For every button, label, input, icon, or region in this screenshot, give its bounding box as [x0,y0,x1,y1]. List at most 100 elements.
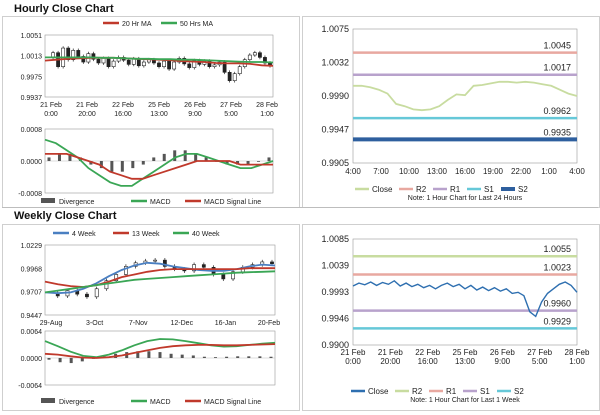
hourly-left-panel: 1.0051 1.0013 0.9975 0.9937 21 Feb 0:00 21 Feb… [2,16,300,208]
hourly-price-xtick-label: 5:00 [224,111,238,118]
hourly-macd-divergence-bar [152,157,156,161]
weekly-sr-xtick-label: 9:00 [495,357,511,366]
weekly-price-ytick-label: 0.9968 [21,266,43,273]
hourly-sr-xtick-label: 22:00 [511,167,532,176]
hourly-price-ytick-label: 0.9937 [21,95,43,102]
hourly-price-candle-body [157,62,161,67]
hourly-price-xtick-label: 9:00 [188,111,202,118]
hourly-price-series-ma50 [45,56,274,64]
hourly-macd-legend-swatch-divergence [41,198,55,203]
hourly-price-xtick-label: 28 Feb [256,102,278,109]
weekly-price-candle-body [85,293,89,298]
weekly-macd-divergence-bar [47,358,51,360]
hourly-right-panel: 1.0075 1.0032 0.9990 0.9947 0.9905 1.0045 1.00… [302,16,600,208]
hourly-sr-ytick-label: 0.9947 [321,125,349,135]
weekly-macd-divergence-bar [69,358,73,364]
hourly-sr-xtick-label: 10:00 [399,167,420,176]
section-separator [2,207,598,208]
hourly-price-candle-body [96,58,101,64]
hourly-macd-divergence-bar [47,157,51,161]
weekly-price-candle-body [192,264,196,272]
weekly-macd-divergence-bar [225,356,229,358]
weekly-sr-legend-label-s2: S2 [514,387,524,396]
weekly-price-xtick-label: 16-Jan [215,320,237,327]
hourly-macd-signal-line [45,152,273,180]
hourly-sr-legend-label-s1: S1 [484,185,494,194]
weekly-price-ytick-label: 0.9447 [21,313,43,320]
hourly-price-candle-body [71,50,76,61]
weekly-price-candle-body [201,264,206,268]
weekly-macd-divergence-bar [247,356,251,358]
weekly-sr-svg: 1.0085 1.0039 0.9993 0.9946 0.9900 1.0055 1.00… [321,234,590,404]
weekly-macd-divergence-bar [258,356,262,358]
weekly-macd-divergence-bar [80,358,84,362]
weekly-right-panel: 1.0085 1.0039 0.9993 0.9946 0.9900 1.0055 1.00… [302,224,600,411]
weekly-sr-legend-label-s1: S1 [480,387,490,396]
weekly-macd-legend-label-signal: MACD Signal Line [204,399,261,406]
weekly-price-xtick-label: 7-Nov [129,320,148,327]
hourly-sr-xtick-label: 19:00 [483,167,504,176]
weekly-sr-legend-label-r2: R2 [412,387,423,396]
hourly-sr-legend-label-r1: R1 [450,185,461,194]
hourly-macd-ytick-label: 0.0000 [21,159,43,166]
weekly-sr-xtick-label: 22 Feb [415,348,440,357]
hourly-sr-level-label-s2: 0.9935 [543,127,571,137]
hourly-sr-level-label-s1: 0.9962 [543,106,571,116]
hourly-macd-divergence-bar [225,161,229,165]
weekly-price-plot-area [44,244,276,316]
hourly-sr-ytick-label: 1.0075 [321,24,349,34]
weekly-price-candle-body [270,261,274,265]
weekly-price-xtick-label: 20-Feb [258,320,280,327]
hourly-macd-divergence-bar [204,157,208,161]
hourly-price-ytick-label: 1.0013 [21,54,43,61]
weekly-macd-legend-swatch-divergence [41,398,55,403]
hourly-sr-legend-label-close: Close [372,185,393,194]
weekly-macd-ytick-label: -0.0064 [18,383,42,390]
weekly-sr-ytick-label: 1.0085 [321,234,349,244]
weekly-sr-close-line [352,279,578,318]
hourly-price-candle-body [141,61,146,67]
hourly-price-xtick-label: 27 Feb [220,102,242,109]
weekly-left-panel: 1.0229 0.9968 0.9707 0.9447 29-Aug 3-Oct 7-Nov… [2,224,300,411]
hourly-sr-level-label-r1: 1.0017 [543,63,571,73]
hourly-sr-close-line [353,80,578,112]
hourly-macd-divergence-bar [141,161,145,165]
hourly-sr-xtick-label: 7:00 [373,167,389,176]
hourly-sr-xtick-label: 16:00 [455,167,476,176]
legend-label-ma20: 20 Hr MA [122,21,152,28]
weekly-macd-macd-line [44,338,276,359]
hourly-macd-divergence-bar [194,153,198,161]
hourly-price-candle-body [81,56,86,63]
hourly-sr-xtick-label: 4:00 [569,167,585,176]
weekly-sr-xtick-label: 28 Feb [565,348,590,357]
weekly-macd-divergence-bar [236,356,240,358]
hourly-price-xtick-label: 21 Feb [76,102,98,109]
hourly-macd-divergence-bar [257,161,261,162]
weekly-price-xtick-label: 3-Oct [86,320,103,327]
weekly-macd-ytick-label: 0.0000 [21,356,43,363]
hourly-price-candle-body [111,60,116,67]
hourly-macd-legend-label-macd: MACD [150,199,171,206]
hourly-sr-svg: 1.0075 1.0032 0.9990 0.9947 0.9905 1.0045 1.00… [321,24,585,202]
weekly-price-candle-body [221,274,226,280]
weekly-price-candle-body [153,259,158,262]
hourly-macd-ytick-label: -0.0008 [18,191,42,198]
hourly-macd-divergence-bar [162,153,166,161]
weekly-macd-divergence-bar [147,351,151,358]
hourly-macd-legend-label-signal: MACD Signal Line [204,199,261,206]
hourly-sr-ytick-label: 1.0032 [321,58,349,68]
hourly-price-candle-body [237,66,242,74]
weekly-macd-divergence-bar [180,354,184,358]
weekly-sr-ytick-label: 0.9946 [321,314,349,324]
weekly-sr-xtick-label: 21 Feb [378,348,403,357]
weekly-macd-divergence-bar [202,356,206,358]
hourly-macd-macd-line [44,138,274,187]
weekly-sr-xtick-label: 25 Feb [453,348,478,357]
weekly-sr-xtick-label: 13:00 [455,357,476,366]
hourly-price-candle-body [258,52,262,58]
hourly-price-candle-body [76,50,81,57]
hourly-sr-legend-label-s2: S2 [518,185,528,194]
hourly-price-xtick-label: 21 Feb [40,102,62,109]
hourly-price-candle-body [222,61,227,73]
